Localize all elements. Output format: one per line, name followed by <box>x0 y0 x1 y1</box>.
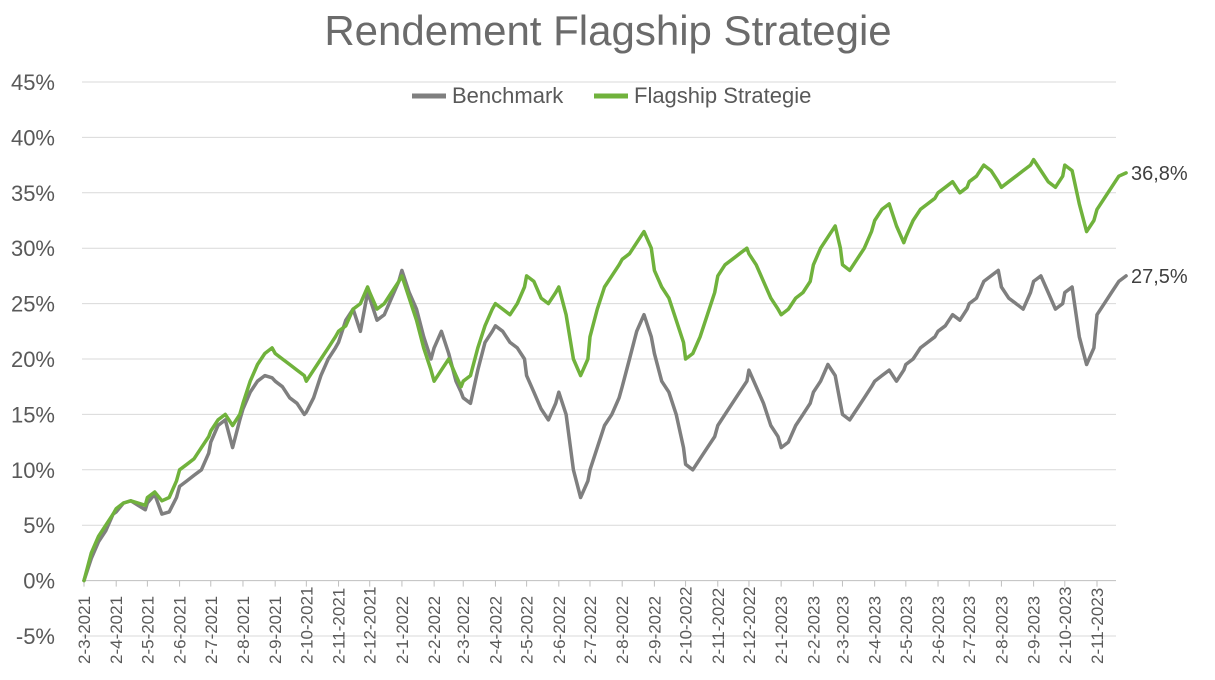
x-tick-label: 2-1-2023 <box>772 596 791 664</box>
x-tick-label: 2-10-2022 <box>677 586 696 664</box>
x-tick-label: 2-6-2021 <box>171 596 190 664</box>
y-tick-label: 45% <box>11 70 55 95</box>
series-line-flagship-strategie <box>82 157 1128 583</box>
x-tick-label: 2-7-2021 <box>202 596 221 664</box>
x-tick-label: 2-7-2022 <box>581 596 600 664</box>
x-tick-label: 2-4-2023 <box>866 596 885 664</box>
legend-label-benchmark: Benchmark <box>452 83 564 108</box>
x-tick-label: 2-5-2022 <box>518 596 537 664</box>
x-tick-label: 2-7-2023 <box>960 596 979 664</box>
legend: Benchmark Flagship Strategie <box>412 83 811 108</box>
end-label-flagship: 36,8% <box>1131 163 1188 185</box>
gridlines <box>82 81 1116 637</box>
x-tick-label: 2-12-2021 <box>361 586 380 664</box>
x-tick-label: 2-3-2023 <box>833 596 852 664</box>
y-axis-tick-labels: 45% 40% 35% 30% 25% 20% 15% 10% 5% 0% -5% <box>11 70 55 649</box>
y-tick-label: 5% <box>23 513 55 538</box>
x-tick-label: 2-4-2021 <box>107 596 126 664</box>
chart-title: Rendement Flagship Strategie <box>324 7 891 54</box>
x-tick-label: 2-8-2023 <box>992 596 1011 664</box>
x-tick-label: 2-1-2022 <box>393 596 412 664</box>
x-tick-label: 2-8-2022 <box>613 596 632 664</box>
y-tick-label: 0% <box>23 569 55 594</box>
x-tick-label: 2-3-2022 <box>454 596 473 664</box>
x-tick-label: 2-9-2022 <box>645 596 664 664</box>
y-tick-label: 30% <box>11 236 55 261</box>
x-tick-label: 2-10-2023 <box>1056 586 1075 664</box>
y-tick-label: 10% <box>11 458 55 483</box>
x-tick-label: 2-9-2023 <box>1025 596 1044 664</box>
x-tick-label: 2-12-2022 <box>740 586 759 664</box>
y-tick-label: 20% <box>11 347 55 372</box>
x-tick-label: 2-2-2022 <box>425 596 444 664</box>
legend-item-flagship: Flagship Strategie <box>594 83 811 108</box>
x-tick-label: 2-6-2022 <box>550 596 569 664</box>
y-tick-label: 35% <box>11 181 55 206</box>
x-tick-label: 2-10-2021 <box>297 586 316 664</box>
x-tick-label: 2-11-2022 <box>709 588 728 664</box>
x-tick-label: 2-8-2021 <box>234 596 253 664</box>
legend-item-benchmark: Benchmark <box>412 83 564 108</box>
x-tick-label: 2-4-2022 <box>486 596 505 664</box>
x-tick-label: 2-5-2021 <box>138 596 157 664</box>
end-label-benchmark: 27,5% <box>1131 266 1188 288</box>
y-tick-label: -5% <box>16 624 55 649</box>
x-tick-label: 2-2-2023 <box>804 596 823 664</box>
x-tick-label: 2-9-2021 <box>266 596 285 664</box>
x-tick-label: 2-5-2023 <box>897 596 916 664</box>
y-tick-label: 40% <box>11 125 55 150</box>
y-tick-label: 25% <box>11 292 55 317</box>
y-tick-label: 15% <box>11 402 55 427</box>
x-tick-label: 2-3-2021 <box>75 596 94 664</box>
legend-label-flagship: Flagship Strategie <box>634 83 811 108</box>
series-line-benchmark <box>82 268 1128 583</box>
series-lines <box>82 157 1128 583</box>
x-tick-label: 2-11-2023 <box>1088 588 1107 664</box>
x-tick-label: 2-6-2023 <box>929 596 948 664</box>
x-tick-label: 2-11-2021 <box>330 588 349 664</box>
x-axis: 2-3-2021 2-4-2021 2-5-2021 2-6-2021 2-7-2021… <box>75 580 1116 664</box>
